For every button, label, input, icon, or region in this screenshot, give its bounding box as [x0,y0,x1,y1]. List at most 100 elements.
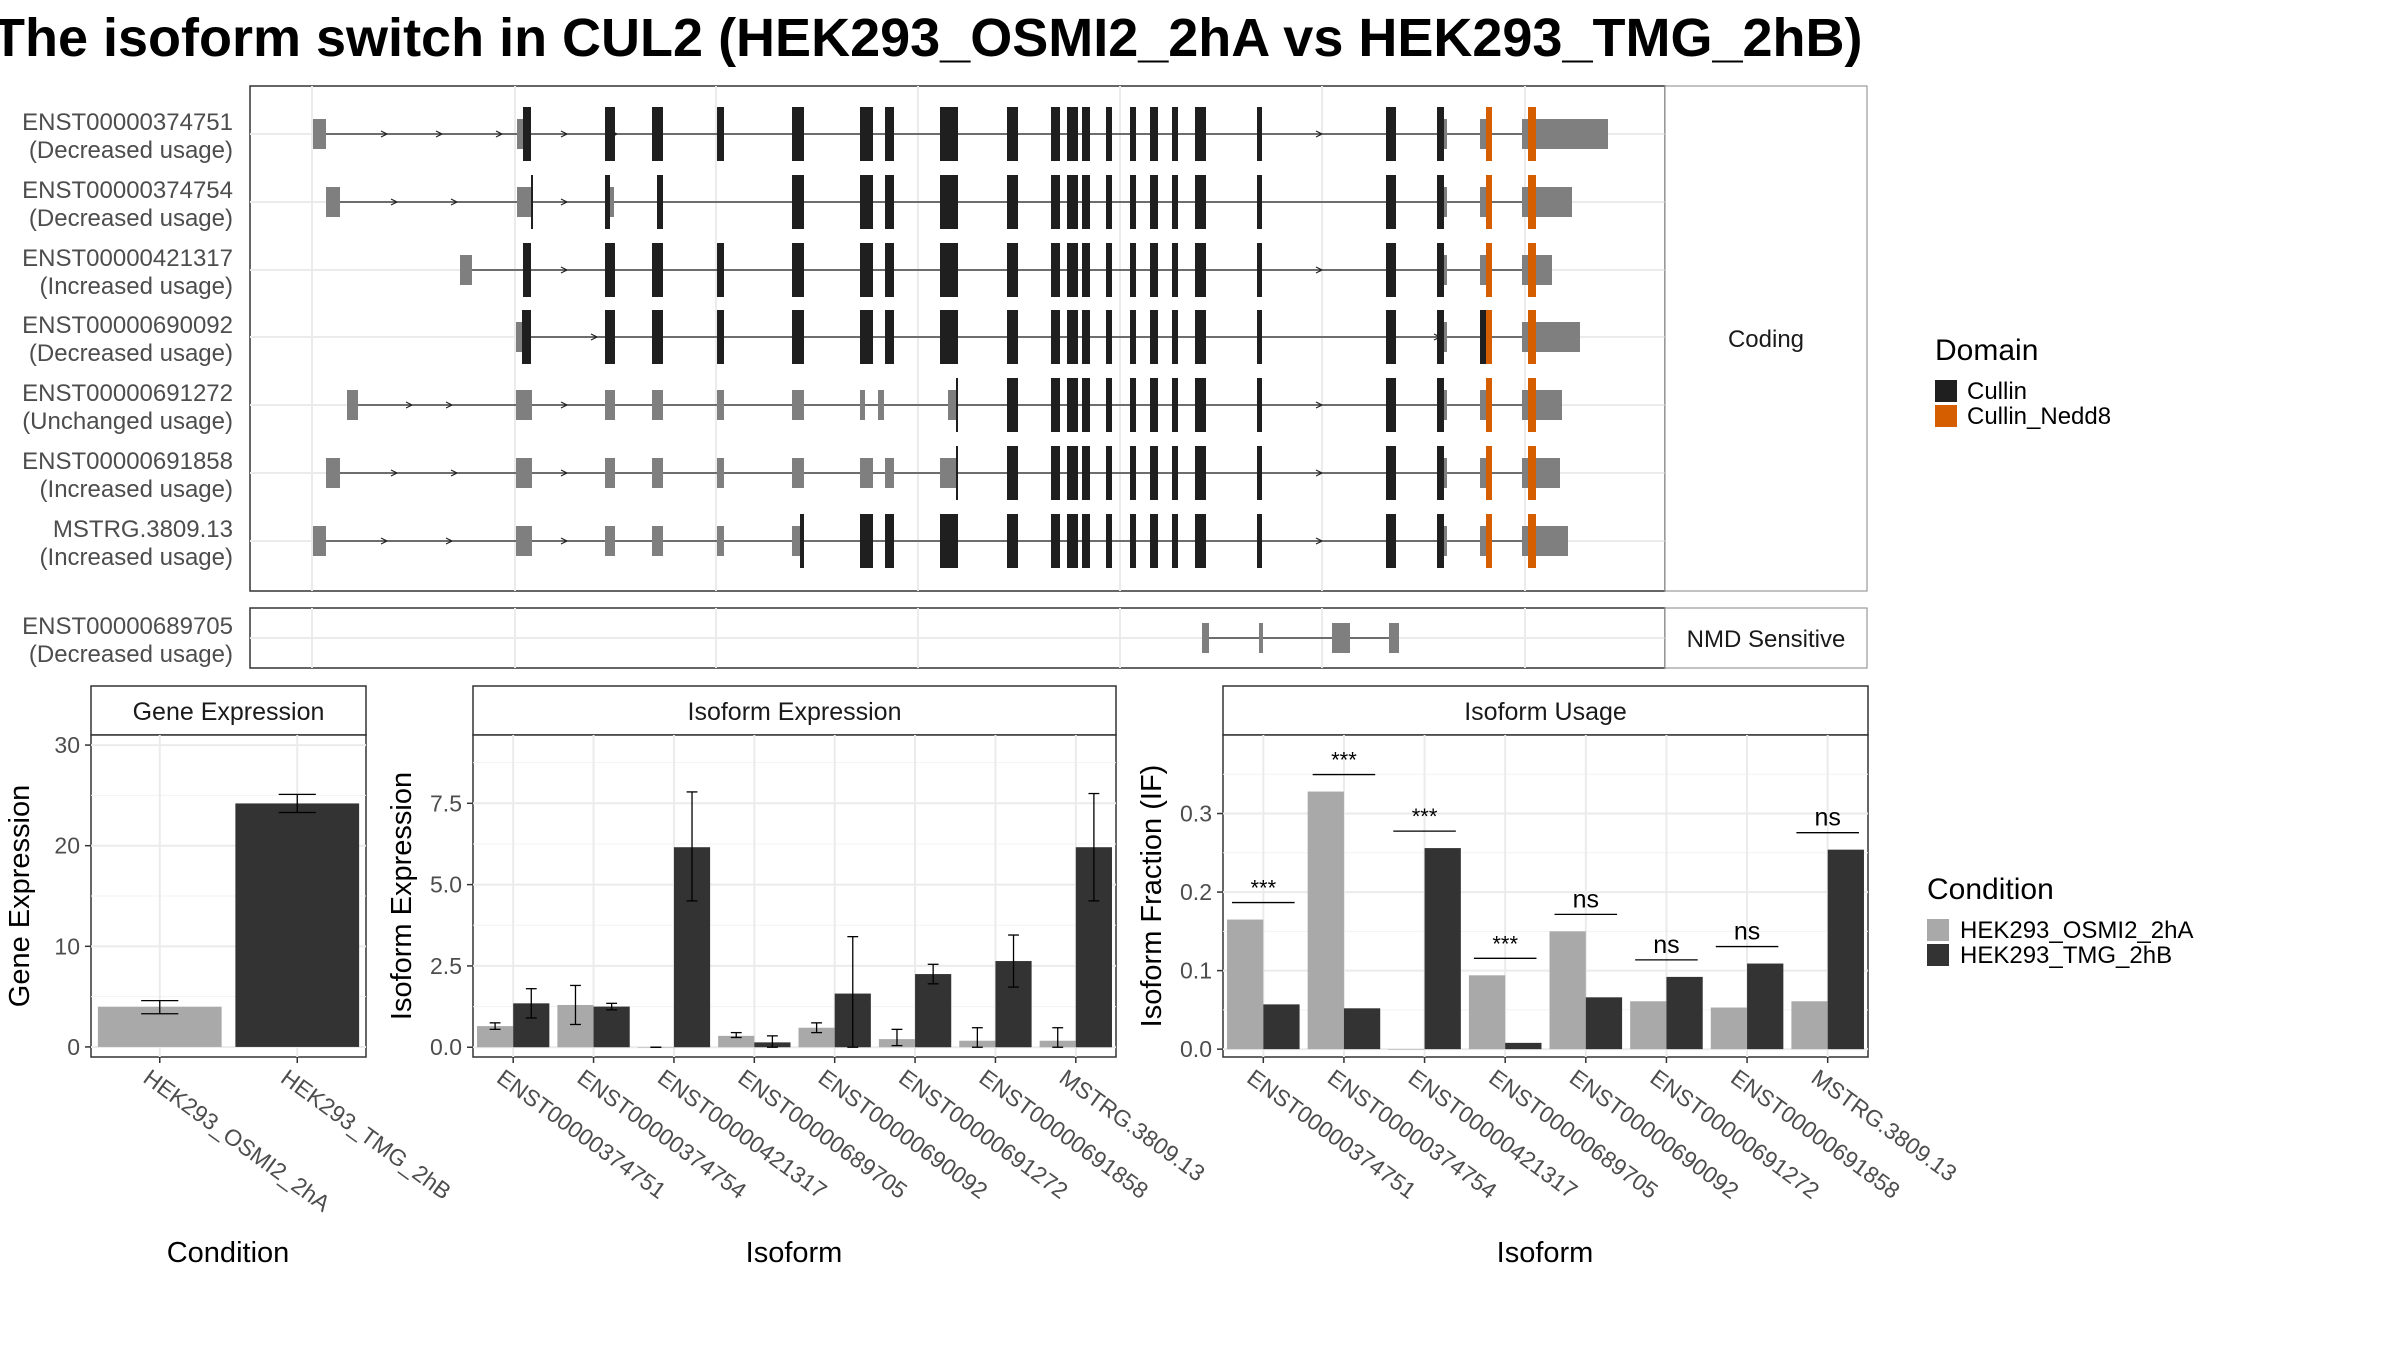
strand-arrow [380,537,389,545]
utr-exon [1480,526,1486,556]
cullin-exon [1150,310,1158,364]
utr-exon [1259,623,1263,653]
cullin-nedd8-exon [1486,243,1492,297]
utr-exon [313,119,326,149]
cullin-exon [1150,446,1158,500]
y-axis-title: Gene Expression [4,785,36,1007]
condition-legend-title: Condition [1927,873,2054,906]
cullin-exon [1130,243,1136,297]
cullin-exon [885,243,894,297]
cullin-exon [1051,243,1060,297]
cullin-exon [1480,310,1486,364]
transcript-track-nmd [1202,623,1399,653]
transcript-usage-label: (Increased usage) [40,544,233,571]
condition-legend-label: HEK293_TMG_2hB [1960,942,2172,969]
utr-exon [605,458,615,488]
cullin-exon [605,243,615,297]
error-bar [730,1031,742,1039]
error-bar [606,1002,618,1011]
utr-exon [1522,390,1528,420]
cullin-exon [652,243,663,297]
utr-exon [605,390,615,420]
utr-exon [468,255,472,285]
cullin-exon [956,378,958,432]
cullin-exon [1106,107,1112,161]
cullin-exon [523,243,531,297]
domain-legend-key [1935,405,1957,427]
utr-exon [792,526,800,556]
cullin-exon [1007,514,1018,568]
strand-arrow [445,537,454,545]
cullin-nedd8-exon [1486,514,1492,568]
cullin-nedd8-exon [1486,107,1492,161]
utr-exon [1444,187,1447,217]
cullin-exon [1130,446,1136,500]
utr-exon [885,458,894,488]
isoform-expression-strip [472,685,1117,736]
isoform-usage-strip-title: Isoform Usage [1464,698,1627,726]
cullin-exon [1106,243,1112,297]
significance-label: *** [1492,931,1518,956]
bar [1343,1008,1381,1050]
error-bar [1052,1027,1064,1048]
cullin-exon [1195,378,1206,432]
cullin-nedd8-exon [1528,446,1536,500]
cullin-exon [1051,310,1060,364]
isoform-usage-strip [1222,685,1869,736]
cullin-exon [1150,175,1158,229]
utr-exon [792,458,804,488]
condition-legend-label: HEK293_OSMI2_2hA [1960,917,2193,944]
strand-arrow [380,130,389,138]
utr-exon [516,390,532,420]
error-bar [141,1000,179,1015]
cullin-exon [1386,310,1396,364]
error-bar [1008,934,1019,988]
x-axis-title: Condition [167,1237,290,1269]
cullin-exon [523,107,531,161]
cullin-exon [1051,446,1060,500]
error-bar [525,988,537,1019]
cullin-exon [956,446,958,500]
utr-exon [1444,526,1447,556]
transcript-id-label: ENST00000374754 [22,177,233,204]
cullin-exon [860,175,873,229]
x-axis-title: Isoform [746,1237,843,1269]
cullin-nedd8-exon [1528,243,1536,297]
strand-arrow [560,130,569,138]
utr-exon [1536,526,1568,556]
utr-exon [1536,458,1560,488]
cullin-exon [1106,175,1112,229]
utr-exon [1480,255,1486,285]
transcript-usage-label: (Decreased usage) [29,137,233,164]
error-bar [891,1028,903,1047]
cullin-exon [1106,378,1112,432]
significance-label: ns [1653,931,1679,959]
cullin-exon [717,243,724,297]
cullin-nedd8-exon [1528,310,1536,364]
strand-arrow [495,130,504,138]
bar [1827,849,1864,1050]
cullin-exon [1067,107,1078,161]
cullin-exon [1051,514,1060,568]
strand-arrow [1315,401,1324,409]
cullin-exon [1130,310,1136,364]
isoform-usage-panel: Isoform Usage 0.0 0.1 0.2 0.3 Isoform Fractio… [1136,685,1962,1269]
cullin-nedd8-exon [1486,446,1492,500]
cullin-exon [1007,243,1018,297]
strand-arrow [560,537,569,545]
utr-exon [940,458,956,488]
utr-exon [516,458,532,488]
cullin-exon [1437,243,1444,297]
utr-exon [1202,623,1209,653]
cullin-exon [1437,175,1444,229]
cullin-exon [1386,446,1396,500]
cullin-exon [1067,310,1078,364]
cullin-exon [1150,514,1158,568]
strand-arrow [560,266,569,274]
bar [235,803,360,1047]
bar [477,1026,514,1048]
cullin-exon [1172,514,1178,568]
